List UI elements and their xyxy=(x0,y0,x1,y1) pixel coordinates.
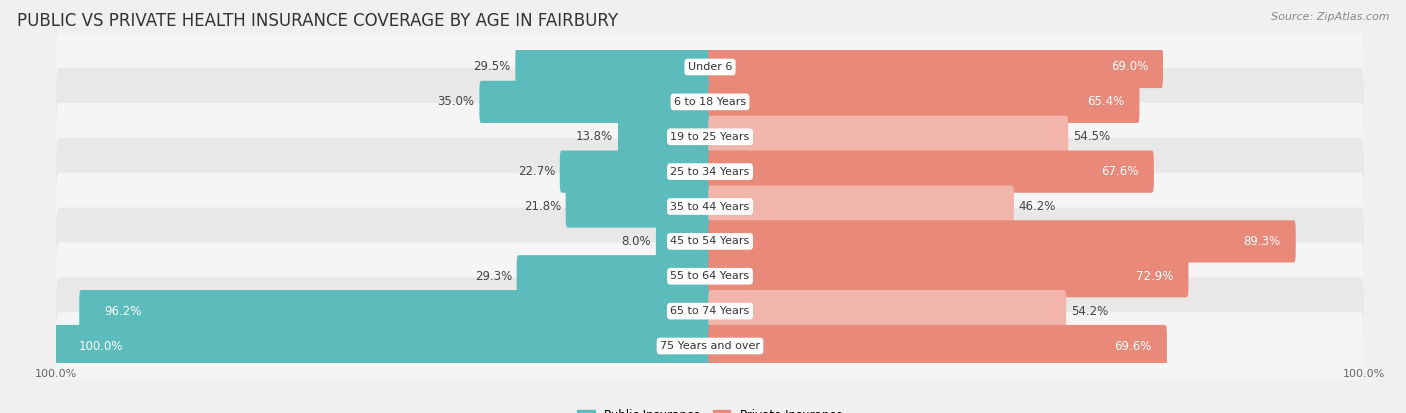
FancyBboxPatch shape xyxy=(479,81,711,123)
FancyBboxPatch shape xyxy=(55,325,711,367)
Text: Under 6: Under 6 xyxy=(688,62,733,72)
Text: 6 to 18 Years: 6 to 18 Years xyxy=(673,97,747,107)
Text: 45 to 54 Years: 45 to 54 Years xyxy=(671,236,749,247)
Text: 22.7%: 22.7% xyxy=(517,165,555,178)
Text: 54.2%: 54.2% xyxy=(1071,305,1108,318)
Text: 67.6%: 67.6% xyxy=(1101,165,1139,178)
Text: 35.0%: 35.0% xyxy=(437,95,475,108)
Text: 46.2%: 46.2% xyxy=(1018,200,1056,213)
FancyBboxPatch shape xyxy=(565,185,711,228)
FancyBboxPatch shape xyxy=(709,81,1139,123)
Text: 65.4%: 65.4% xyxy=(1087,95,1125,108)
Text: 21.8%: 21.8% xyxy=(523,200,561,213)
FancyBboxPatch shape xyxy=(619,116,711,158)
Text: 65 to 74 Years: 65 to 74 Years xyxy=(671,306,749,316)
FancyBboxPatch shape xyxy=(56,173,1364,240)
FancyBboxPatch shape xyxy=(709,150,1154,193)
FancyBboxPatch shape xyxy=(56,208,1364,275)
FancyBboxPatch shape xyxy=(709,255,1188,297)
FancyBboxPatch shape xyxy=(709,290,1066,332)
Text: Source: ZipAtlas.com: Source: ZipAtlas.com xyxy=(1271,12,1389,22)
Text: 55 to 64 Years: 55 to 64 Years xyxy=(671,271,749,281)
FancyBboxPatch shape xyxy=(56,103,1364,171)
Text: 25 to 34 Years: 25 to 34 Years xyxy=(671,166,749,177)
Text: 54.5%: 54.5% xyxy=(1073,130,1109,143)
Text: 19 to 25 Years: 19 to 25 Years xyxy=(671,132,749,142)
FancyBboxPatch shape xyxy=(709,325,1167,367)
FancyBboxPatch shape xyxy=(709,185,1014,228)
Text: 100.0%: 100.0% xyxy=(79,339,124,353)
Text: PUBLIC VS PRIVATE HEALTH INSURANCE COVERAGE BY AGE IN FAIRBURY: PUBLIC VS PRIVATE HEALTH INSURANCE COVER… xyxy=(17,12,619,31)
Text: 29.5%: 29.5% xyxy=(474,60,510,74)
Text: 29.3%: 29.3% xyxy=(475,270,512,283)
FancyBboxPatch shape xyxy=(516,46,711,88)
FancyBboxPatch shape xyxy=(516,255,711,297)
FancyBboxPatch shape xyxy=(79,290,711,332)
Text: 35 to 44 Years: 35 to 44 Years xyxy=(671,202,749,211)
FancyBboxPatch shape xyxy=(709,46,1163,88)
FancyBboxPatch shape xyxy=(655,220,711,263)
FancyBboxPatch shape xyxy=(560,150,711,193)
FancyBboxPatch shape xyxy=(709,116,1069,158)
Text: 75 Years and over: 75 Years and over xyxy=(659,341,761,351)
FancyBboxPatch shape xyxy=(56,33,1364,101)
FancyBboxPatch shape xyxy=(56,312,1364,380)
Text: 69.0%: 69.0% xyxy=(1111,60,1149,74)
Legend: Public Insurance, Private Insurance: Public Insurance, Private Insurance xyxy=(572,404,848,413)
FancyBboxPatch shape xyxy=(709,220,1296,263)
Text: 89.3%: 89.3% xyxy=(1244,235,1281,248)
FancyBboxPatch shape xyxy=(56,277,1364,345)
FancyBboxPatch shape xyxy=(56,138,1364,205)
Text: 72.9%: 72.9% xyxy=(1136,270,1174,283)
Text: 13.8%: 13.8% xyxy=(576,130,613,143)
Text: 96.2%: 96.2% xyxy=(104,305,142,318)
Text: 69.6%: 69.6% xyxy=(1115,339,1152,353)
Text: 8.0%: 8.0% xyxy=(621,235,651,248)
FancyBboxPatch shape xyxy=(56,68,1364,136)
FancyBboxPatch shape xyxy=(56,242,1364,310)
